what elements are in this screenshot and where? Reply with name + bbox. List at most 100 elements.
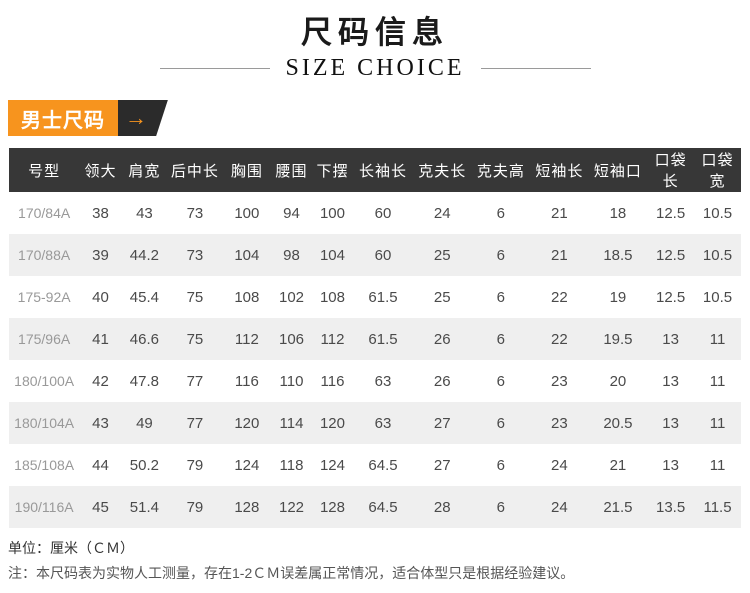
size-value-cell: 6 [496,372,505,390]
size-value-cell: 104 [319,246,345,264]
size-model-cell: 170/88A [18,247,71,264]
size-value-cell: 26 [433,330,451,348]
size-model-cell: 175-92A [17,289,71,306]
size-value-cell: 44 [92,456,109,474]
size-value-cell: 20 [609,372,627,390]
column-header: 克夫高 [471,148,531,193]
size-value-cell: 40 [92,288,109,306]
size-value-cell: 26 [433,372,451,390]
size-model-cell: 175/96A [18,331,71,348]
size-value-cell: 116 [234,372,259,390]
size-value-cell: 10.5 [702,246,733,264]
size-value-cell: 98 [283,246,300,264]
size-value-cell: 6 [496,288,505,306]
size-value-cell: 128 [319,498,345,516]
size-value-cell: 46.6 [129,330,159,348]
size-model-cell: 180/100A [14,373,75,390]
size-value-cell: 44.2 [129,246,159,264]
size-value-cell: 6 [496,456,505,474]
size-value-cell: 21 [609,456,627,474]
size-value-cell: 102 [278,288,305,306]
size-value-cell: 51.4 [129,498,159,516]
size-value-cell: 47.8 [129,372,159,390]
size-value-cell: 43 [92,414,109,432]
size-value-cell: 13 [662,372,679,390]
size-value-cell: 64.5 [368,456,398,474]
column-header: 号型 [9,148,80,193]
column-header: 口袋长 [647,148,695,193]
unit-note: 单位：厘米（ＣＭ） [8,540,134,557]
size-value-cell: 73 [186,204,204,222]
size-value-cell: 11 [709,456,726,474]
size-value-cell: 11 [709,414,726,432]
size-value-cell: 6 [496,498,505,516]
size-value-cell: 6 [496,204,505,222]
size-value-cell: 25 [433,246,451,264]
size-value-cell: 75 [186,288,204,306]
size-value-cell: 13 [662,456,679,474]
size-value-cell: 50.2 [129,456,159,474]
table-row: 180/104A 43 49 77 120 114 120 63 27 6 23 20.5 13 11 [9,402,741,445]
size-value-cell: 110 [279,372,304,390]
size-value-cell: 60 [374,204,392,222]
size-value-cell: 41 [92,330,109,348]
size-value-cell: 13 [662,414,679,432]
size-value-cell: 120 [234,414,260,432]
size-value-cell: 100 [319,204,345,222]
disclaimer-note: 注：本尺码表为实物人工测量，存在1-2ＣＭ误差属正常情况，适合体型只是根据经验建… [8,565,575,582]
size-value-cell: 63 [374,414,392,432]
size-value-cell: 12.5 [656,246,686,264]
footer-notes: 单位：厘米（ＣＭ） 注：本尺码表为实物人工测量，存在1-2ＣＭ误差属正常情况，适… [8,536,742,586]
size-value-cell: 6 [496,414,505,432]
column-header: 克夫长 [413,148,472,193]
subtitle-left-rule [159,68,270,70]
table-row: 190/116A 45 51.4 79 128 122 128 64.5 28 6 24 21.5 13… [9,486,741,529]
size-value-cell: 45.4 [129,288,159,306]
size-model-cell: 185/108A [14,457,75,474]
size-value-cell: 25 [433,288,451,306]
page-title: 尺码信息 [301,15,449,50]
column-header: 短袖长 [530,148,589,193]
size-value-cell: 106 [278,330,305,348]
size-value-cell: 23 [551,414,568,432]
size-value-cell: 10.5 [702,288,733,306]
size-value-cell: 124 [319,456,345,474]
section-badge: 男士尺码 → [8,100,178,137]
column-header: 领大 [79,148,122,193]
size-value-cell: 77 [186,414,204,432]
column-header: 肩宽 [121,148,168,193]
size-value-cell: 24 [551,498,568,516]
size-value-cell: 120 [319,414,345,432]
size-value-cell: 23 [551,372,568,390]
table-row: 175-92A 40 45.4 75 108 102 108 61.5 25 6 22 19 12.5 1… [9,276,741,318]
size-value-cell: 73 [186,246,204,264]
size-value-cell: 63 [374,372,392,390]
size-value-cell: 28 [433,498,451,516]
size-value-cell: 18.5 [603,246,633,264]
size-value-cell: 27 [433,456,451,474]
table-row: 170/88A 39 44.2 73 104 98 104 60 25 6 21 18.5 12.5 10… [9,234,741,277]
page-subtitle: SIZE CHOICE [285,55,465,82]
size-value-cell: 24 [433,204,451,222]
size-table-wrap: 号型 领大 肩宽 后中长 胸围 腰围 下摆 长袖长 克夫长 克夫高 短袖长 短袖口 口袋长 口袋宽 170… [9,148,741,529]
size-value-cell: 61.5 [368,288,398,306]
size-value-cell: 21.5 [603,498,633,516]
size-value-cell: 21 [551,204,568,222]
size-value-cell: 108 [319,288,345,306]
size-model-cell: 180/104A [14,415,75,432]
size-value-cell: 27 [433,414,451,432]
size-table: 号型 领大 肩宽 后中长 胸围 腰围 下摆 长袖长 克夫长 克夫高 短袖长 短袖口 口袋长 口袋宽 170… [9,148,741,529]
size-value-cell: 100 [234,204,260,222]
size-value-cell: 39 [92,246,109,264]
title-block: 尺码信息 SIZE CHOICE [0,0,750,82]
size-value-cell: 122 [278,498,305,516]
column-header: 腰围 [271,148,312,193]
size-value-cell: 128 [234,498,260,516]
column-header: 胸围 [222,148,272,193]
size-value-cell: 11 [709,372,726,390]
column-header: 长袖长 [352,148,413,193]
size-value-cell: 116 [320,372,345,390]
column-header: 下摆 [312,148,353,193]
table-row: 185/108A 44 50.2 79 124 118 124 64.5 27 6 24 21 13 11 [9,444,741,486]
size-value-cell: 112 [234,330,259,348]
